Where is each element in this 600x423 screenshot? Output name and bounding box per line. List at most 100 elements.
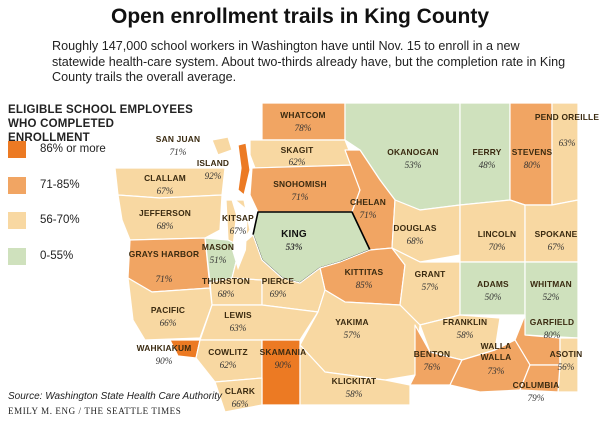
county-whatcom[interactable]	[261, 102, 346, 141]
county-value-skamania: 90%	[275, 360, 292, 370]
legend-swatch	[8, 140, 26, 158]
county-pierce[interactable]	[231, 234, 326, 313]
county-value-okanogan: 53%	[405, 160, 422, 170]
county-label-pend-oreille: PEND OREILLE	[535, 112, 600, 122]
county-label-whatcom: WHATCOM	[280, 110, 325, 120]
legend-label: 71-85%	[40, 179, 80, 191]
county-value-clallam: 67%	[157, 186, 174, 196]
county-island[interactable]	[237, 142, 251, 196]
county-value-thurston: 68%	[218, 289, 235, 299]
county-label-okanogan: OKANOGAN	[387, 147, 438, 157]
county-value-kitsap: 67%	[230, 226, 247, 236]
county-asotin[interactable]	[557, 337, 579, 393]
county-value-jefferson: 68%	[157, 221, 174, 231]
county-value-lincoln: 70%	[489, 242, 506, 252]
county-lewis[interactable]	[199, 304, 319, 341]
county-jefferson[interactable]	[117, 194, 223, 241]
county-label-asotin: ASOTIN	[550, 349, 583, 359]
county-label-thurston: THURSTON	[202, 276, 250, 286]
county-value-grays-harbor: 71%	[156, 274, 173, 284]
county-label-king: KING	[281, 229, 307, 240]
county-value-pacific: 66%	[160, 318, 177, 328]
county-value-franklin: 58%	[457, 330, 474, 340]
county-label-skagit: SKAGIT	[281, 145, 315, 155]
county-value-lewis: 63%	[230, 323, 247, 333]
page-title: Open enrollment trails in King County	[110, 5, 490, 28]
county-label-walla-2: WALLA	[481, 352, 512, 362]
county-label-kitsap: KITSAP	[222, 213, 254, 223]
county-value-columbia: 79%	[528, 393, 545, 403]
county-label-lincoln: LINCOLN	[478, 229, 517, 239]
county-san-juan[interactable]	[211, 136, 233, 156]
county-label-cowlitz: COWLITZ	[208, 347, 248, 357]
county-label-ferry: FERRY	[472, 147, 501, 157]
legend-item-0-55: 0-55%	[8, 246, 73, 266]
county-label-san-juan: SAN JUAN	[156, 134, 200, 144]
county-value-spokane: 67%	[548, 242, 565, 252]
county-label-pacific: PACIFIC	[151, 305, 185, 315]
legend-item-56-70: 56-70%	[8, 210, 80, 230]
county-spokane[interactable]	[524, 199, 579, 263]
county-label-kittitas: KITTITAS	[345, 267, 384, 277]
county-label-whitman: WHITMAN	[530, 279, 572, 289]
county-clark[interactable]	[214, 377, 263, 413]
county-value-pierce: 69%	[270, 289, 287, 299]
county-label-grant: GRANT	[415, 269, 446, 279]
legend-title-line2: WHO COMPLETED ENROLLMENT	[8, 118, 115, 144]
credit-line: EMILY M. ENG / THE SEATTLE TIMES	[8, 406, 182, 416]
county-label-clark: CLARK	[225, 386, 255, 396]
county-label-wahkiakum: WAHKIAKUM	[137, 343, 192, 353]
county-label-grays-harbor: GRAYS HARBOR	[129, 249, 200, 259]
county-label-pierce: PIERCE	[262, 276, 295, 286]
county-label-walla: WALLA	[481, 341, 512, 351]
county-label-lewis: LEWIS	[224, 310, 252, 320]
county-value-klickitat: 58%	[346, 389, 363, 399]
county-value-king: 53%	[286, 242, 303, 252]
county-columbia[interactable]	[519, 364, 561, 393]
subtitle: Roughly 147,000 school workers in Washin…	[52, 39, 566, 84]
county-klickitat[interactable]	[299, 344, 411, 406]
county-label-skamania: SKAMANIA	[260, 347, 307, 357]
county-value-skagit: 62%	[289, 157, 306, 167]
county-label-douglas: DOUGLAS	[393, 223, 436, 233]
county-value-grant: 57%	[422, 282, 439, 292]
legend-label: 56-70%	[40, 214, 80, 226]
county-value-snohomish: 71%	[292, 192, 309, 202]
county-label-yakima: YAKIMA	[335, 317, 368, 327]
legend-title-line1: ELIGIBLE SCHOOL EMPLOYEES	[8, 104, 193, 116]
legend-label: 86% or more	[40, 143, 106, 155]
legend-item-86-plus: 86% or more	[8, 139, 106, 159]
county-label-snohomish: SNOHOMISH	[273, 179, 326, 189]
county-value-kittitas: 85%	[356, 280, 373, 290]
legend-swatch	[8, 211, 26, 229]
puget-sound	[230, 195, 248, 270]
county-value-yakima: 57%	[344, 330, 361, 340]
county-value-mason: 51%	[210, 255, 227, 265]
county-label-klickitat: KLICKITAT	[332, 376, 377, 386]
county-value-douglas: 68%	[407, 236, 424, 246]
county-label-clallam: CLALLAM	[144, 173, 186, 183]
county-labels: WHATCOM 78% OKANOGAN 53% FERRY 48% STEVE…	[129, 110, 600, 409]
county-value-island: 92%	[205, 171, 222, 181]
county-value-benton: 76%	[424, 362, 441, 372]
county-value-stevens: 80%	[524, 160, 541, 170]
county-value-clark: 66%	[232, 399, 249, 409]
county-value-walla-walla: 73%	[488, 366, 505, 376]
county-label-columbia: COLUMBIA	[513, 380, 560, 390]
county-value-wahkiakum: 90%	[156, 356, 173, 366]
county-value-ferry: 48%	[479, 160, 496, 170]
county-label-spokane: SPOKANE	[535, 229, 578, 239]
legend-swatch	[8, 176, 26, 194]
county-value-san-juan: 71%	[170, 147, 187, 157]
county-label-franklin: FRANKLIN	[443, 317, 487, 327]
county-label-adams: ADAMS	[477, 279, 509, 289]
legend-item-71-85: 71-85%	[8, 175, 80, 195]
county-value-pend-oreille: 63%	[559, 138, 576, 148]
county-label-jefferson: JEFFERSON	[139, 208, 191, 218]
county-value-garfield: 80%	[544, 330, 561, 340]
legend-title: ELIGIBLE SCHOOL EMPLOYEES WHO COMPLETED …	[8, 103, 198, 145]
county-value-asotin: 56%	[558, 362, 575, 372]
county-label-mason: MASON	[202, 242, 234, 252]
county-value-cowlitz: 62%	[220, 360, 237, 370]
